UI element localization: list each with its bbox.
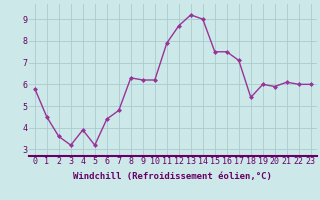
- X-axis label: Windchill (Refroidissement éolien,°C): Windchill (Refroidissement éolien,°C): [73, 172, 272, 181]
